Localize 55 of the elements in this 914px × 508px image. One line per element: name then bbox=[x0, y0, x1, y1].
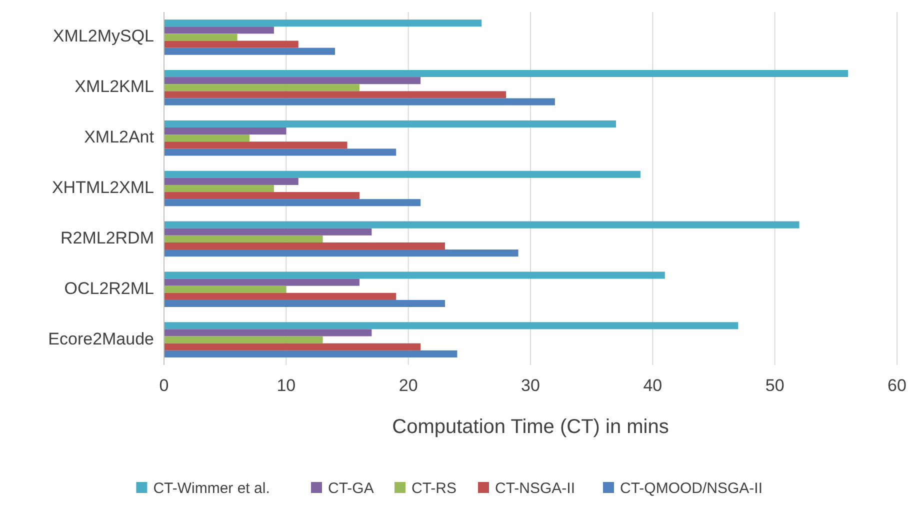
bar bbox=[164, 235, 323, 242]
legend-label: CT-GA bbox=[328, 480, 374, 497]
bar bbox=[164, 134, 250, 142]
bar bbox=[164, 322, 738, 330]
legend-label: CT-RS bbox=[412, 480, 456, 497]
x-tick-label: 20 bbox=[398, 376, 418, 395]
x-tick-label: 50 bbox=[765, 376, 784, 395]
bar bbox=[164, 40, 298, 48]
bar bbox=[164, 300, 445, 308]
x-tick-label: 10 bbox=[276, 376, 296, 395]
y-tick-label: XML2Ant bbox=[84, 128, 154, 147]
x-tick-label: 0 bbox=[159, 376, 169, 395]
y-tick-label: R2ML2RDM bbox=[60, 228, 154, 248]
y-tick-label: XHTML2XML bbox=[52, 178, 154, 197]
legend-label: CT-NSGA-II bbox=[495, 480, 576, 497]
x-tick-label: 60 bbox=[888, 376, 906, 395]
bar bbox=[164, 127, 286, 135]
bar bbox=[164, 292, 396, 300]
bar bbox=[164, 184, 274, 192]
bar bbox=[164, 272, 665, 279]
bar bbox=[164, 91, 506, 98]
bar bbox=[164, 120, 616, 128]
y-tick-label: XML2KML bbox=[74, 77, 154, 96]
bar bbox=[164, 142, 348, 149]
bar bbox=[164, 26, 274, 34]
bar bbox=[164, 77, 421, 84]
bar bbox=[164, 192, 360, 200]
bar bbox=[164, 278, 360, 286]
bar bbox=[164, 343, 421, 350]
bar bbox=[164, 286, 286, 293]
bar bbox=[164, 148, 396, 156]
bar bbox=[164, 250, 518, 257]
bar bbox=[164, 170, 640, 178]
bar bbox=[164, 336, 323, 344]
bar bbox=[164, 98, 555, 106]
bar bbox=[164, 329, 372, 336]
bar bbox=[164, 199, 421, 206]
bar bbox=[164, 242, 445, 250]
y-tick-label: XML2MySQL bbox=[52, 26, 154, 46]
bar bbox=[164, 221, 800, 228]
y-tick-label: OCL2R2ML bbox=[64, 278, 154, 298]
bar bbox=[164, 350, 458, 358]
bar bbox=[164, 20, 482, 27]
legend-label: CT-QMOOD/NSGA-II bbox=[620, 480, 762, 497]
x-tick-label: 40 bbox=[643, 376, 662, 395]
legend-label: CT-Wimmer et al. bbox=[153, 480, 270, 497]
bar bbox=[164, 228, 372, 236]
bar bbox=[164, 84, 360, 92]
x-tick-label: 30 bbox=[521, 376, 540, 395]
bar bbox=[164, 34, 238, 41]
y-tick-label: Ecore2Maude bbox=[48, 329, 154, 348]
x-axis-title: Computation Time (CT) in mins bbox=[392, 416, 669, 438]
bar bbox=[164, 70, 848, 78]
bar bbox=[164, 48, 336, 55]
bar bbox=[164, 178, 298, 185]
